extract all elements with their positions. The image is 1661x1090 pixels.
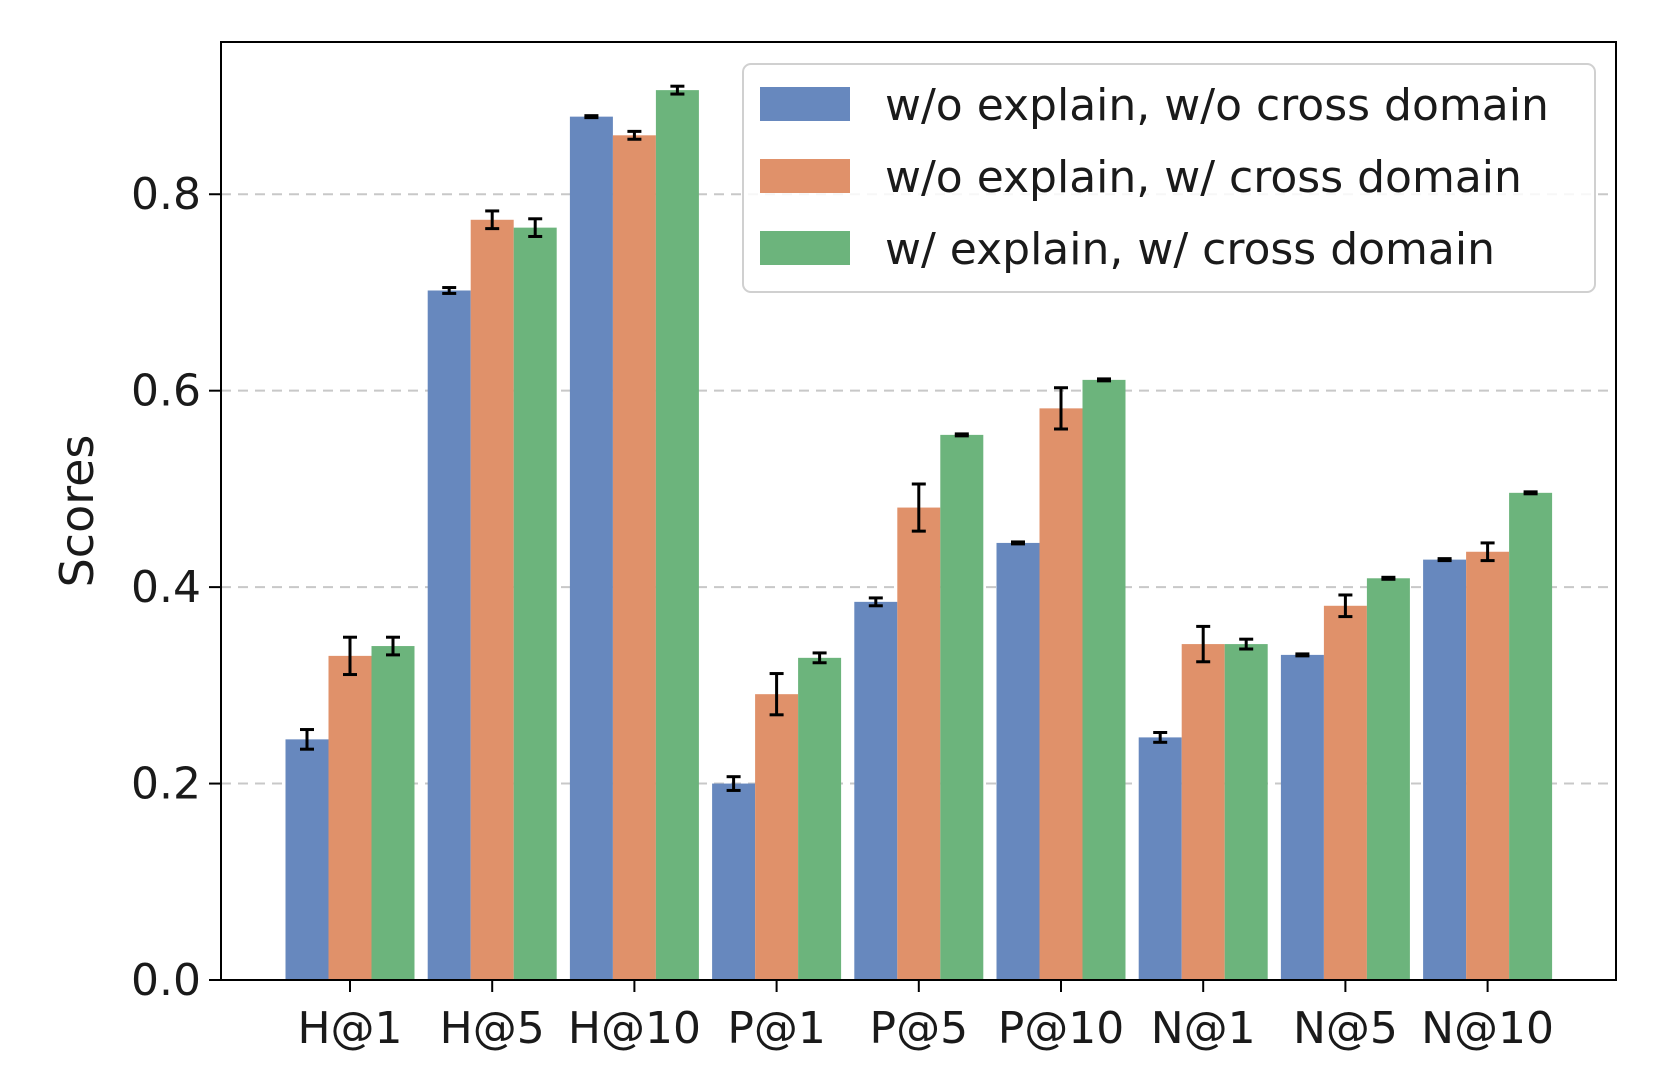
error-bar: [528, 217, 543, 238]
error-bar: [911, 482, 926, 533]
bar: [655, 90, 699, 980]
bar: [513, 227, 557, 980]
y-tick-label: 0.4: [131, 562, 201, 613]
bar: [1138, 737, 1182, 980]
x-tick-label: H@5: [440, 1003, 545, 1054]
bar: [1323, 605, 1367, 980]
legend-swatch: [760, 159, 850, 193]
legend-swatch: [760, 87, 850, 121]
bar: [712, 783, 756, 980]
error-bar: [485, 209, 500, 231]
x-tick-label: P@10: [998, 1003, 1125, 1054]
error-bar: [343, 635, 357, 677]
bar: [1082, 379, 1126, 980]
bar: [996, 542, 1040, 980]
error-bar: [868, 596, 883, 608]
y-tick-label: 0.2: [131, 759, 201, 810]
bar: [371, 646, 415, 980]
error-bar: [1239, 637, 1254, 651]
error-bar: [769, 672, 784, 717]
x-tick-label: N@1: [1151, 1003, 1256, 1054]
x-tick-label: P@5: [870, 1003, 969, 1054]
error-bar: [627, 129, 642, 141]
legend-box: [742, 63, 1596, 293]
error-bar: [670, 84, 685, 96]
bar: [1466, 551, 1510, 980]
bar: [1366, 578, 1410, 980]
bar: [1509, 492, 1553, 980]
x-axis: H@1 H@5 H@10 P@1 P@5 P@10 N@1 N@5 N@10: [297, 980, 1554, 1054]
y-axis-title: Scores: [50, 435, 104, 588]
x-tick-label: N@10: [1421, 1003, 1554, 1054]
error-bar: [1054, 386, 1068, 431]
x-tick-label: H@1: [297, 1003, 402, 1054]
error-bar: [1523, 490, 1538, 496]
bar: [427, 290, 471, 980]
error-bar: [1196, 624, 1211, 664]
y-tick-label: 0.8: [131, 169, 201, 220]
bar: [1280, 654, 1324, 980]
error-bar: [954, 432, 969, 438]
legend-label: w/o explain, w/o cross domain: [885, 80, 1549, 131]
error-bars: [300, 84, 1538, 792]
x-tick-label: P@1: [727, 1003, 826, 1054]
error-bar: [1381, 575, 1396, 581]
legend-label: w/ explain, w/ cross domain: [885, 224, 1495, 275]
bars: [285, 90, 1553, 981]
bar: [328, 655, 372, 980]
error-bar: [1011, 540, 1025, 546]
y-tick-label: 0.6: [131, 366, 201, 417]
bar: [612, 135, 656, 980]
bar: [854, 601, 898, 980]
bar: [470, 219, 514, 980]
error-bar: [1480, 541, 1495, 563]
error-bar: [584, 114, 599, 120]
bar: [569, 116, 613, 981]
y-axis: 0.0 0.2 0.4 0.6 0.8: [131, 169, 221, 1006]
error-bar: [726, 775, 741, 792]
error-bar: [1097, 377, 1111, 383]
error-bar: [1295, 652, 1310, 658]
bar: [1423, 559, 1467, 980]
legend-label: w/o explain, w/ cross domain: [885, 152, 1522, 203]
bar: [798, 657, 842, 980]
bar: [897, 507, 941, 980]
error-bar: [300, 728, 314, 751]
error-bar: [1338, 593, 1353, 619]
legend-swatch: [760, 231, 850, 265]
bar: [285, 739, 329, 980]
x-tick-label: H@10: [568, 1003, 701, 1054]
y-tick-label: 0.0: [131, 955, 201, 1006]
bar: [1224, 644, 1268, 980]
error-bar: [442, 286, 457, 295]
error-bar: [1437, 557, 1452, 563]
x-tick-label: N@5: [1293, 1003, 1398, 1054]
error-bar: [386, 635, 400, 657]
bar: [1181, 644, 1225, 980]
bar: [940, 434, 984, 980]
error-bar: [812, 651, 827, 665]
error-bar: [1153, 730, 1168, 744]
legend: w/o explain, w/o cross domain w/o explain…: [742, 63, 1596, 293]
bar: [1039, 408, 1083, 980]
bar: [755, 694, 799, 980]
